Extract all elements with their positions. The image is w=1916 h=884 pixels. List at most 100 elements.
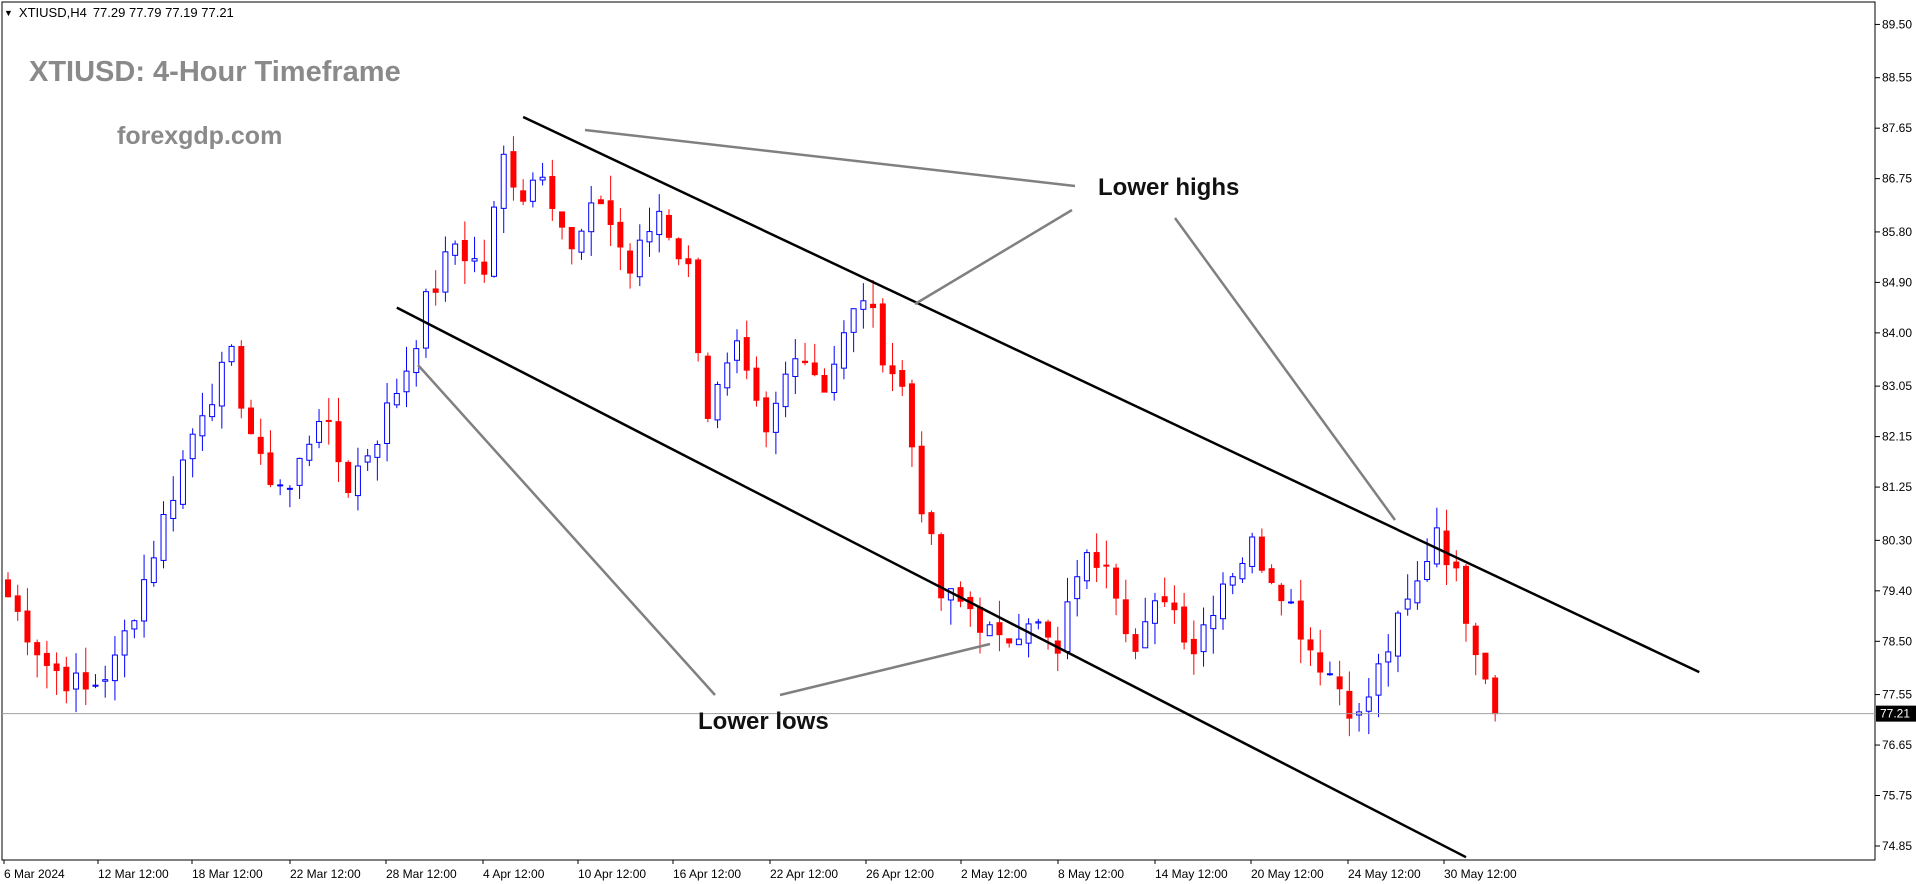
candle-body <box>695 259 702 354</box>
candle-body <box>665 214 672 238</box>
watermark-text: forexgdp.com <box>117 122 283 150</box>
candle-body <box>656 210 663 236</box>
x-tick-label: 20 May 12:00 <box>1251 867 1324 881</box>
y-tick-label: 75.75 <box>1882 789 1912 803</box>
current-price-label: 77.21 <box>1880 707 1910 721</box>
y-tick-label: 84.90 <box>1882 275 1912 289</box>
y-tick-label: 86.75 <box>1882 172 1912 186</box>
ohlc-values: 77.29 77.79 77.19 77.21 <box>92 5 234 20</box>
y-tick-label: 85.80 <box>1882 225 1912 239</box>
triangle-down-icon[interactable]: ▼ <box>4 7 13 18</box>
candle-body <box>724 362 731 389</box>
candle-body <box>82 672 89 690</box>
candle-body <box>1220 583 1226 620</box>
candle-body <box>1151 600 1158 624</box>
x-tick-label: 26 Apr 12:00 <box>866 867 934 881</box>
candle-body <box>1161 596 1168 603</box>
candle-body <box>1492 677 1499 715</box>
candle-body <box>1463 565 1469 624</box>
candle-body <box>1035 621 1042 624</box>
chart-title: XTIUSD: 4-Hour Timeframe <box>29 56 401 88</box>
candle-body <box>73 672 80 690</box>
candle-body <box>734 340 740 361</box>
candle-body <box>1365 696 1372 712</box>
candle-body <box>1482 652 1489 680</box>
x-tick-label: 14 May 12:00 <box>1155 867 1228 881</box>
candle-body <box>1472 625 1479 656</box>
plot-frame <box>1 1 1876 861</box>
chart-header: ▼ XTIUSD,H4 77.29 77.79 77.19 77.21 <box>4 5 234 20</box>
candle-body <box>34 642 41 656</box>
candle-body <box>277 484 284 487</box>
candle-body <box>763 397 770 433</box>
candle-body <box>199 415 206 437</box>
x-tick-label: 22 Mar 12:00 <box>290 867 361 881</box>
candle-body <box>325 419 332 422</box>
candle-body <box>1142 621 1149 649</box>
candle-body <box>1249 536 1256 567</box>
candle-body <box>1132 634 1139 652</box>
x-tick-label: 24 May 12:00 <box>1348 867 1421 881</box>
candle-body <box>1239 562 1246 580</box>
candle-body <box>811 362 818 376</box>
candle-body <box>442 251 449 293</box>
candle-body <box>1414 580 1421 604</box>
candle-body <box>870 303 877 309</box>
candle-body <box>821 375 828 393</box>
candle-body <box>549 176 556 209</box>
candle-body <box>510 151 517 188</box>
candle-body <box>471 258 478 262</box>
candle-body <box>850 308 857 333</box>
candle-body <box>102 679 109 682</box>
candle-body <box>257 436 264 454</box>
x-tick-label: 2 May 12:00 <box>961 867 1027 881</box>
x-tick-label: 10 Apr 12:00 <box>578 867 646 881</box>
candle-body <box>111 654 118 682</box>
candle-body <box>840 332 847 369</box>
annotation-pointer-line <box>417 364 716 696</box>
annotation-pointer-line <box>914 208 1073 306</box>
x-tick-label: 12 Mar 12:00 <box>98 867 169 881</box>
candle-body <box>714 383 721 421</box>
candle-body <box>1268 568 1275 583</box>
x-tick-label: 18 Mar 12:00 <box>192 867 263 881</box>
candle-body <box>607 200 614 225</box>
candle-body <box>996 622 1003 636</box>
y-tick-label: 76.65 <box>1882 738 1912 752</box>
candle-body <box>597 199 604 205</box>
candle-body <box>1015 638 1022 646</box>
candle-body <box>121 630 128 656</box>
candle-body <box>928 512 935 535</box>
candle-body <box>539 176 546 181</box>
annotation-pointer-line <box>1173 217 1397 521</box>
candle-body <box>559 211 566 228</box>
candle-body <box>1093 552 1100 568</box>
candle-body <box>1190 638 1197 655</box>
candle-body <box>500 153 507 209</box>
candle-body <box>43 652 50 666</box>
candle-body <box>578 230 585 253</box>
y-tick-label: 84.00 <box>1882 326 1912 340</box>
candle-body <box>150 557 157 584</box>
candle-body <box>1453 561 1460 569</box>
candle-body <box>345 461 352 494</box>
candle-body <box>1288 601 1295 604</box>
candle-body <box>685 258 692 265</box>
candle-body <box>1171 602 1178 611</box>
candle-body <box>1229 576 1236 586</box>
x-tick-label: 8 May 12:00 <box>1058 867 1124 881</box>
candle-body <box>1375 663 1382 696</box>
current-price-tag <box>1876 705 1916 722</box>
y-tick-label: 83.05 <box>1882 379 1912 393</box>
y-tick-label: 80.30 <box>1882 533 1912 547</box>
candle-body <box>248 407 254 435</box>
lower-channel-line <box>396 306 1467 859</box>
candle-body <box>1394 612 1401 657</box>
candle-body <box>899 370 906 387</box>
candle-body <box>286 487 293 490</box>
candle-body <box>636 239 643 278</box>
candle-body <box>529 179 536 202</box>
candle-body <box>228 345 235 363</box>
candle-body <box>364 455 371 463</box>
upper-channel-line <box>522 115 1700 674</box>
